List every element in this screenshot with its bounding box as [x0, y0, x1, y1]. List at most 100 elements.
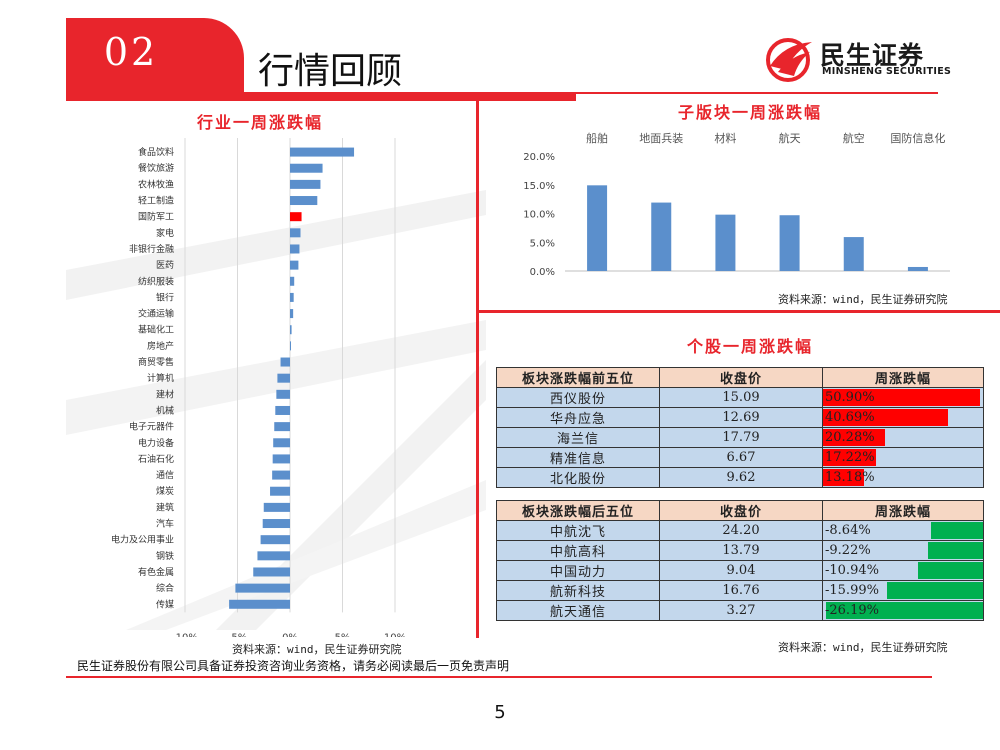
industry-category-label: 通信 [156, 469, 174, 481]
stock-price: 17.79 [659, 427, 823, 448]
stock-name: 华舟应急 [496, 407, 660, 428]
change-bar [823, 389, 980, 406]
industry-category-label: 电力及公用事业 [111, 534, 174, 546]
column-header-sector: 板块涨跌幅前五位 [496, 367, 660, 388]
change-value: 17.22% [825, 450, 875, 465]
industry-category-label: 机械 [156, 404, 174, 416]
subsector-y-tick: 10.0% [523, 210, 555, 221]
column-header-change: 周涨跌幅 [822, 500, 984, 521]
stock-price: 9.04 [659, 560, 823, 581]
table-header-row: 板块涨跌幅后五位 收盘价 周涨跌幅 [496, 500, 984, 521]
industry-bar [260, 535, 290, 545]
industry-x-tick: 0% [282, 632, 298, 637]
industry-bar [262, 519, 290, 529]
stock-name: 西仪股份 [496, 387, 660, 408]
logo-name: 民生证券 [820, 41, 925, 70]
industry-category-label: 基础化工 [138, 324, 174, 336]
stock-price: 16.76 [659, 580, 823, 601]
stock-name: 中国动力 [496, 560, 660, 581]
background-stripes [66, 190, 486, 630]
industry-category-label: 钢铁 [156, 550, 174, 562]
stock-name: 中航高科 [496, 540, 660, 561]
industry-bar [290, 292, 294, 302]
subsector-y-tick: 15.0% [523, 181, 555, 192]
table-header-row: 板块涨跌幅前五位 收盘价 周涨跌幅 [496, 367, 984, 388]
stock-name: 海兰信 [496, 427, 660, 448]
stock-change: -15.99% [822, 580, 984, 601]
stock-name: 航新科技 [496, 580, 660, 601]
header-rule-thin [576, 92, 938, 94]
page-title: 行情回顾 [258, 51, 403, 92]
change-value: 50.90% [825, 390, 875, 405]
table-row: 航新科技 16.76 -15.99% [496, 580, 984, 601]
table-row: 西仪股份 15.09 50.90% [496, 387, 984, 408]
industry-category-label: 建筑 [156, 501, 174, 513]
industry-category-label: 农林牧渔 [138, 178, 174, 190]
stocks-source: 资料来源：wind，民生证券研究院 [778, 641, 948, 654]
industry-category-label: 房地产 [147, 340, 174, 352]
industry-category-label: 交通运输 [138, 308, 174, 320]
industry-bar [290, 276, 295, 286]
subsector-category-label: 航空 [843, 131, 865, 145]
stock-name: 中航沈飞 [496, 520, 660, 541]
industry-bar [229, 599, 290, 609]
industry-bar [290, 163, 323, 173]
industry-bar [290, 309, 294, 319]
stock-change: -26.19% [822, 600, 984, 621]
stocks-title: 个股一周涨跌幅 [686, 337, 813, 356]
subsector-bar [843, 237, 864, 271]
industry-category-label: 汽车 [156, 518, 174, 530]
change-bar [823, 429, 886, 446]
subsector-category-label: 材料 [714, 131, 736, 145]
industry-category-label: 食品饮料 [138, 146, 174, 158]
industry-bar [290, 244, 300, 254]
industry-bar [280, 357, 290, 367]
table-row: 中航沈飞 24.20 -8.64% [496, 520, 984, 541]
table-row: 航天通信 3.27 -26.19% [496, 600, 984, 621]
stock-price: 24.20 [659, 520, 823, 541]
table-row: 海兰信 17.79 20.28% [496, 427, 984, 448]
column-header-sector: 板块涨跌幅后五位 [496, 500, 660, 521]
column-header-price: 收盘价 [659, 367, 823, 388]
subsector-bar [779, 215, 800, 271]
stock-change: 17.22% [822, 447, 984, 468]
industry-bar [290, 212, 302, 222]
stock-name: 北化股份 [496, 467, 660, 488]
industry-bar [290, 147, 355, 157]
subsector-y-tick: 5.0% [530, 238, 555, 249]
change-bar [826, 602, 983, 619]
stock-change: -10.94% [822, 560, 984, 581]
industry-bar [277, 373, 290, 383]
industry-chart-title: 行业一周涨跌幅 [196, 113, 323, 132]
industry-bar-chart: 食品饮料餐饮旅游农林牧渔轻工制造国防军工家电非银行金融医药纺织服装银行交通运输基… [111, 138, 406, 637]
subsector-category-label: 船舶 [586, 131, 608, 145]
industry-category-label: 医药 [156, 260, 174, 271]
column-header-price: 收盘价 [659, 500, 823, 521]
section-number-tab [66, 18, 244, 100]
industry-category-label: 建材 [156, 388, 174, 400]
industry-bar [290, 260, 299, 270]
column-header-change: 周涨跌幅 [822, 367, 984, 388]
table-row: 北化股份 9.62 13.18% [496, 467, 984, 488]
logo-english-name: MINSHENG SECURITIES [822, 66, 952, 77]
stock-price: 6.67 [659, 447, 823, 468]
industry-category-label: 国防军工 [138, 211, 174, 223]
industry-bar [272, 454, 290, 464]
industry-category-label: 石油石化 [138, 453, 174, 465]
footer-disclaimer: 民生证券股份有限公司具备证券投资咨询业务资格，请务必阅读最后一页免责声明 [77, 659, 510, 673]
industry-category-label: 餐饮旅游 [138, 162, 174, 174]
change-bar [931, 522, 983, 539]
change-value: 20.28% [825, 430, 875, 445]
industry-bar [290, 325, 292, 335]
subsector-bar [907, 266, 928, 271]
subsector-bar [715, 214, 736, 271]
industry-bar [257, 551, 290, 561]
subsector-bar [587, 185, 608, 271]
page-number: 5 [494, 702, 506, 723]
stock-change: 50.90% [822, 387, 984, 408]
stock-name: 航天通信 [496, 600, 660, 621]
industry-bar [272, 470, 290, 480]
industry-category-label: 家电 [156, 227, 174, 239]
table-row: 精准信息 6.67 17.22% [496, 447, 984, 468]
industry-category-label: 有色金属 [138, 566, 174, 578]
